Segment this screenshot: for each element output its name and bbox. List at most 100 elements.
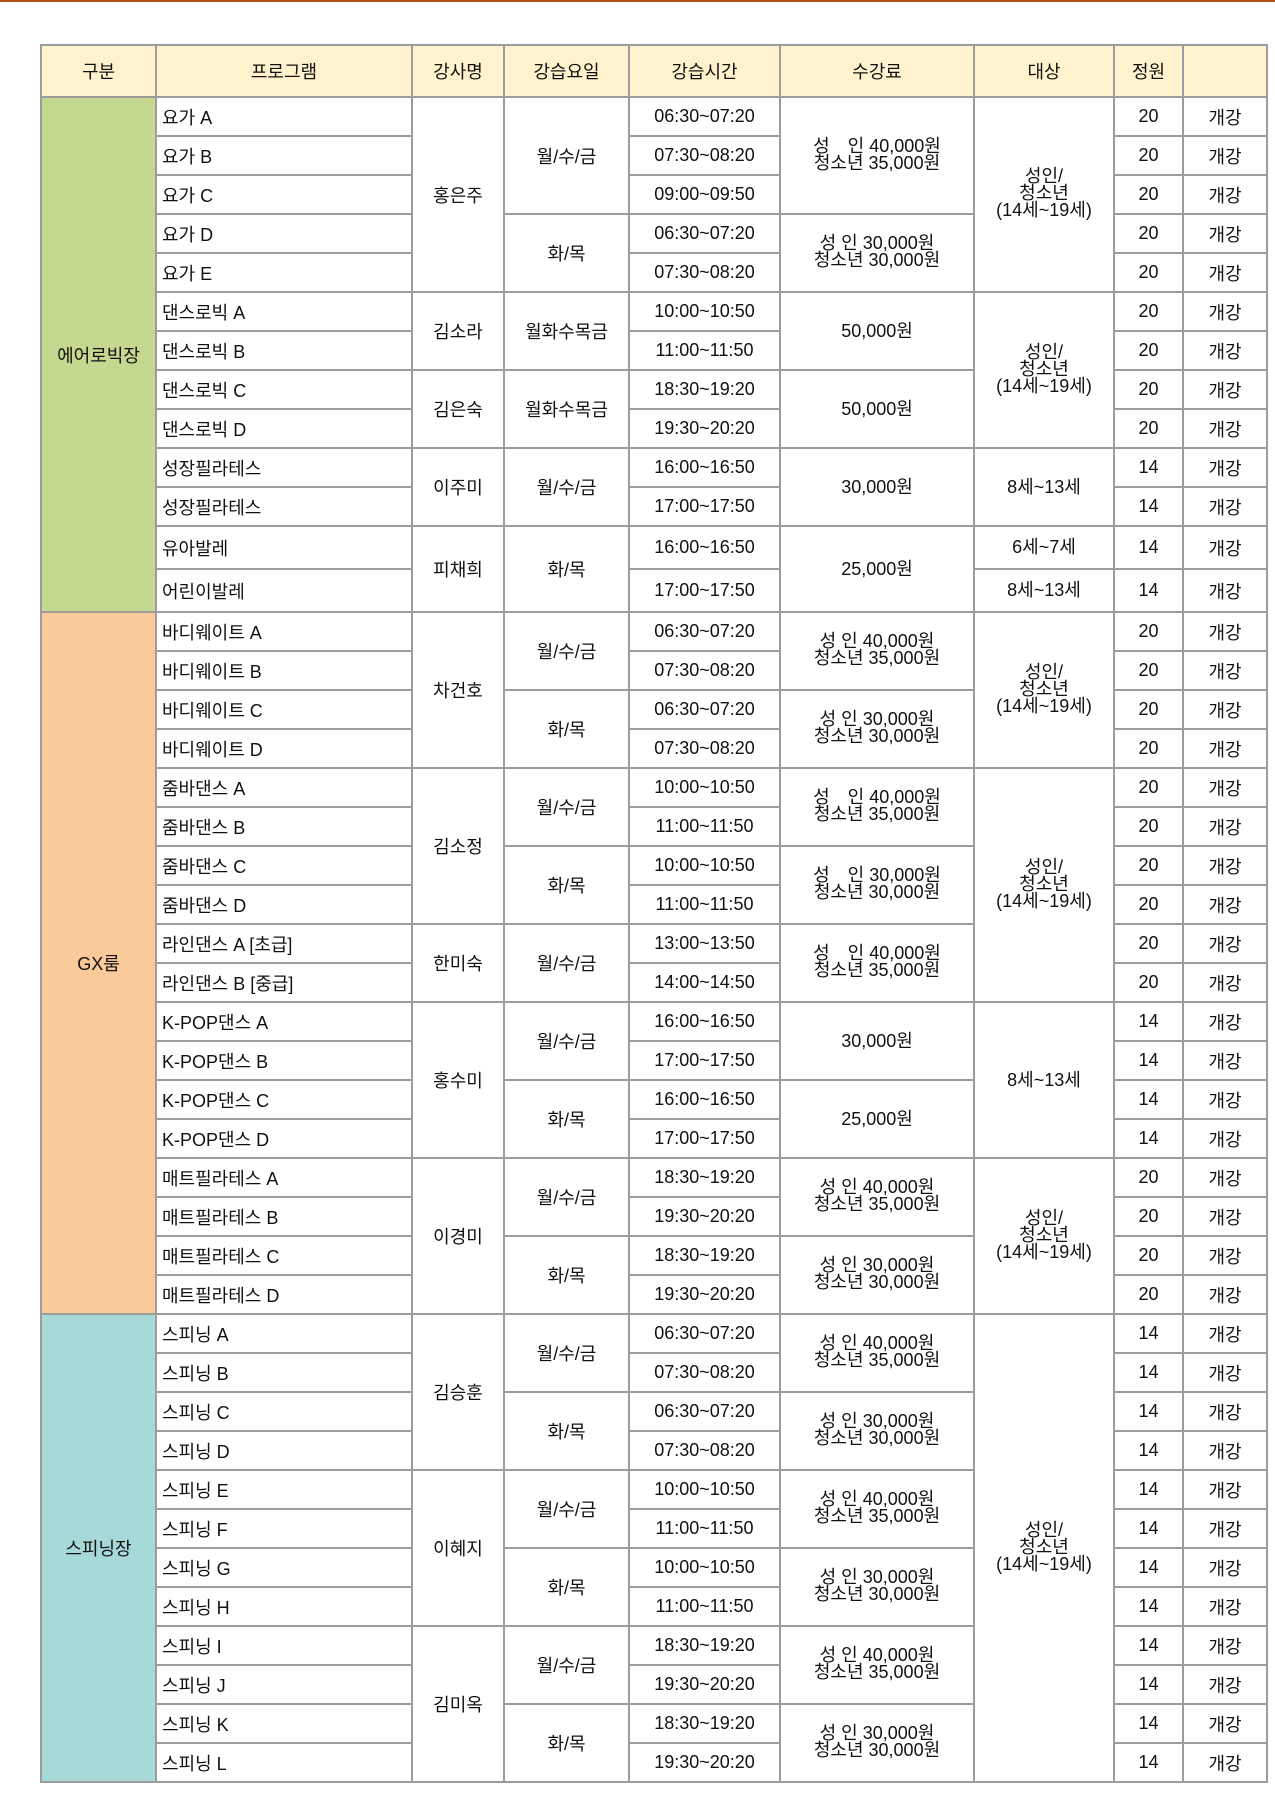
program-cell: 스피닝 C bbox=[155, 1391, 413, 1432]
fee-cell-line: 성 인 40,000원 bbox=[813, 943, 941, 963]
status-cell: 개강 bbox=[1182, 369, 1268, 410]
header-capacity: 정원 bbox=[1113, 44, 1184, 98]
fee-cell: 50,000원 bbox=[779, 291, 975, 371]
target-cell-line: 청소년 bbox=[1019, 183, 1069, 203]
status-cell: 개강 bbox=[1182, 1274, 1268, 1315]
capacity-cell: 20 bbox=[1113, 884, 1184, 925]
time-cell: 19:30~20:20 bbox=[628, 1742, 781, 1783]
status-cell: 개강 bbox=[1182, 1703, 1268, 1744]
time-cell: 09:00~09:50 bbox=[628, 174, 781, 215]
capacity-cell: 20 bbox=[1113, 728, 1184, 769]
program-cell: 바디웨이트 C bbox=[155, 689, 413, 730]
capacity-cell: 14 bbox=[1113, 447, 1184, 488]
status-cell: 개강 bbox=[1182, 96, 1268, 137]
program-cell: 줌바댄스 D bbox=[155, 884, 413, 925]
program-cell: 요가 A bbox=[155, 96, 413, 137]
target-cell-line: (14세~19세) bbox=[996, 375, 1092, 396]
time-cell: 06:30~07:20 bbox=[628, 213, 781, 254]
target-cell-line: (14세~19세) bbox=[996, 695, 1092, 716]
category-cell: 스피닝장 bbox=[40, 1313, 157, 1783]
fee-cell-line: 청소년 30,000원 bbox=[813, 1272, 941, 1292]
capacity-cell: 20 bbox=[1113, 689, 1184, 730]
table-row: 댄스로빅 C 김은숙 월화수목금 18:30~19:20 50,000원 20 개강 bbox=[41, 369, 1268, 449]
target-cell-line: 청소년 bbox=[1019, 358, 1069, 379]
target-cell-line: 6세~7세 bbox=[1012, 537, 1076, 557]
program-cell: 스피닝 I bbox=[155, 1625, 413, 1666]
table-row: 줌바댄스 A 김소정 월/수/금 10:00~10:50 성 인 40,000원 청소년 … bbox=[41, 767, 1268, 1003]
days-cell: 화/목 bbox=[503, 1079, 630, 1159]
time-cell: 07:30~08:20 bbox=[628, 650, 781, 691]
instructor-cell: 피채희 bbox=[411, 525, 505, 613]
program-cell: 바디웨이트 D bbox=[155, 728, 413, 769]
fee-cell: 30,000원 bbox=[779, 1001, 975, 1081]
instructor-cell: 차건호 bbox=[411, 611, 505, 769]
program-cell: K-POP댄스 A bbox=[155, 1001, 413, 1042]
instructor-cell: 이주미 bbox=[411, 447, 505, 527]
target-cell-line: 성인/ bbox=[1024, 1519, 1064, 1540]
fee-cell: 성 인 40,000원 청소년 35,000원 bbox=[779, 96, 975, 215]
table-row: 매트필라테스 B 19:30~20:20 20 개강 bbox=[41, 1196, 1268, 1237]
time-cell: 19:30~20:20 bbox=[628, 1274, 781, 1315]
status-cell: 개강 bbox=[1182, 806, 1268, 847]
fee-cell: 25,000원 bbox=[779, 1079, 975, 1159]
capacity-cell: 14 bbox=[1113, 1742, 1184, 1783]
program-cell: 요가 E bbox=[155, 252, 413, 293]
table-row: 스피닝 F 11:00~11:50 14 개강 bbox=[41, 1508, 1268, 1549]
fee-cell: 성 인 40,000원 청소년 35,000원 bbox=[779, 1469, 975, 1549]
fee-cell-line: 성 인 40,000원 bbox=[819, 631, 935, 651]
fee-cell-lines: 성 인 40,000원 청소년 35,000원 bbox=[814, 631, 940, 667]
fee-cell-line: 성 인 40,000원 bbox=[819, 1489, 935, 1509]
time-cell: 07:30~08:20 bbox=[628, 135, 781, 176]
fee-cell-line: 성 인 30,000원 bbox=[819, 233, 935, 253]
status-cell: 개강 bbox=[1182, 252, 1268, 293]
target-cell: 성인/청소년 (14세~19세) bbox=[973, 767, 1115, 1003]
status-cell: 개강 bbox=[1182, 447, 1268, 488]
program-cell: 스피닝 L bbox=[155, 1742, 413, 1783]
days-cell: 월화수목금 bbox=[503, 369, 630, 449]
fee-cell-lines: 50,000원 bbox=[841, 322, 913, 340]
target-cell-lines: 8세~13세 bbox=[1007, 581, 1081, 599]
target-cell-line: 청소년 bbox=[1019, 1536, 1069, 1557]
target-cell: 성인/청소년 (14세~19세) bbox=[973, 96, 1115, 293]
days-cell: 화/목 bbox=[503, 1547, 630, 1627]
status-cell: 개강 bbox=[1182, 408, 1268, 449]
days-cell: 화/목 bbox=[503, 689, 630, 769]
status-cell: 개강 bbox=[1182, 1001, 1268, 1042]
table-row: 바디웨이트 D 07:30~08:20 20 개강 bbox=[41, 728, 1268, 769]
capacity-cell: 14 bbox=[1113, 1625, 1184, 1666]
days-cell: 월/수/금 bbox=[503, 1625, 630, 1705]
capacity-cell: 14 bbox=[1113, 1118, 1184, 1159]
top-rule bbox=[0, 0, 1275, 2]
program-cell: 유아발레 bbox=[155, 525, 413, 570]
target-cell: 성인/청소년 (14세~19세) bbox=[973, 1157, 1115, 1315]
status-cell: 개강 bbox=[1182, 525, 1268, 570]
target-cell-lines: 성인/청소년 (14세~19세) bbox=[996, 1519, 1092, 1573]
target-cell-line: 8세~13세 bbox=[1007, 476, 1081, 497]
program-cell: 성장필라테스 bbox=[155, 447, 413, 488]
table-row: 스피닝 I 김미옥 월/수/금 18:30~19:20 성 인 40,000원 청소년 3… bbox=[41, 1625, 1268, 1783]
time-cell: 17:00~17:50 bbox=[628, 1118, 781, 1159]
fee-cell-lines: 성 인 40,000원 청소년 35,000원 bbox=[814, 1177, 940, 1213]
capacity-cell: 14 bbox=[1113, 1079, 1184, 1120]
status-cell: 개강 bbox=[1182, 728, 1268, 769]
target-cell-line: 청소년 bbox=[1019, 1224, 1069, 1245]
time-cell: 10:00~10:50 bbox=[628, 291, 781, 332]
capacity-cell: 14 bbox=[1113, 486, 1184, 527]
fee-cell-line: 청소년 35,000원 bbox=[813, 152, 941, 173]
table-row: 성장필라테스 이주미 월/수/금 16:00~16:50 30,000원 8세~13세 14… bbox=[41, 447, 1268, 527]
time-cell: 06:30~07:20 bbox=[628, 1313, 781, 1354]
instructor-cell: 한미숙 bbox=[411, 923, 505, 1003]
table-row: 요가 B 07:30~08:20 20 개강 bbox=[41, 135, 1268, 176]
fee-cell-line: 성 인 40,000원 bbox=[819, 1177, 935, 1197]
status-cell: 개강 bbox=[1182, 1742, 1268, 1783]
days-cell: 월/수/금 bbox=[503, 767, 630, 847]
capacity-cell: 14 bbox=[1113, 1703, 1184, 1744]
table-row: 줌바댄스 B 11:00~11:50 20 개강 bbox=[41, 806, 1268, 847]
program-cell: 스피닝 D bbox=[155, 1430, 413, 1471]
program-cell: 스피닝 J bbox=[155, 1664, 413, 1705]
status-cell: 개강 bbox=[1182, 689, 1268, 730]
table-row: 스피닝 L 19:30~20:20 14 개강 bbox=[41, 1742, 1268, 1783]
instructor-cell: 김승훈 bbox=[411, 1313, 505, 1471]
program-cell: 댄스로빅 A bbox=[155, 291, 413, 332]
category-cell: 에어로빅장 bbox=[40, 96, 157, 613]
